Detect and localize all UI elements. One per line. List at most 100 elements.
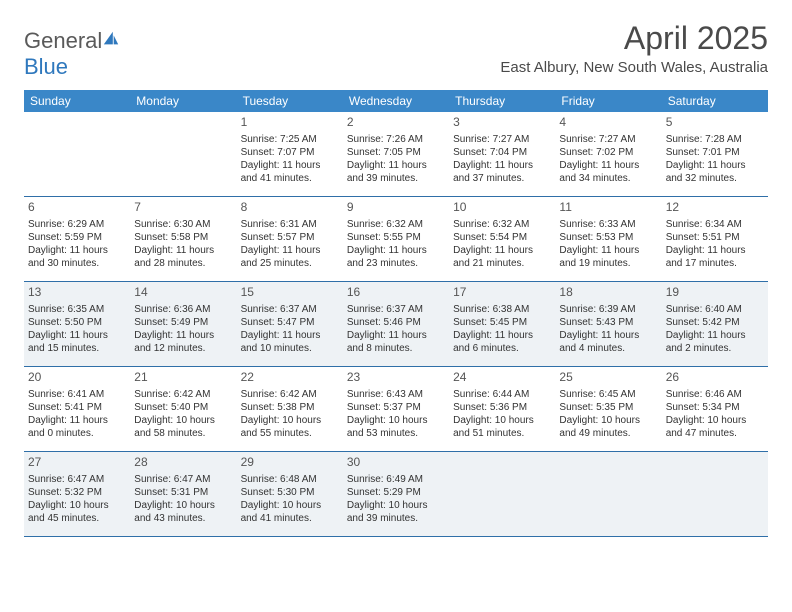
- calendar-header-cell: Sunday: [24, 90, 130, 112]
- sunset-text: Sunset: 5:37 PM: [347, 401, 445, 414]
- day-number: 11: [559, 200, 657, 216]
- sunrise-text: Sunrise: 6:46 AM: [666, 388, 764, 401]
- calendar-header-cell: Wednesday: [343, 90, 449, 112]
- calendar-day-cell: 16Sunrise: 6:37 AMSunset: 5:46 PMDayligh…: [343, 282, 449, 366]
- sunset-text: Sunset: 5:42 PM: [666, 316, 764, 329]
- daylight-text: Daylight: 10 hours and 43 minutes.: [134, 499, 232, 525]
- day-number: 20: [28, 370, 126, 386]
- sunrise-text: Sunrise: 6:36 AM: [134, 303, 232, 316]
- sunset-text: Sunset: 7:02 PM: [559, 146, 657, 159]
- sunrise-text: Sunrise: 6:47 AM: [28, 473, 126, 486]
- daylight-text: Daylight: 11 hours and 37 minutes.: [453, 159, 551, 185]
- daylight-text: Daylight: 11 hours and 32 minutes.: [666, 159, 764, 185]
- calendar-day-cell: [662, 452, 768, 536]
- sunset-text: Sunset: 7:07 PM: [241, 146, 339, 159]
- sunset-text: Sunset: 5:55 PM: [347, 231, 445, 244]
- calendar-day-cell: 26Sunrise: 6:46 AMSunset: 5:34 PMDayligh…: [662, 367, 768, 451]
- calendar-header-row: SundayMondayTuesdayWednesdayThursdayFrid…: [24, 90, 768, 112]
- sunset-text: Sunset: 5:31 PM: [134, 486, 232, 499]
- daylight-text: Daylight: 10 hours and 55 minutes.: [241, 414, 339, 440]
- sunset-text: Sunset: 5:50 PM: [28, 316, 126, 329]
- day-number: 19: [666, 285, 764, 301]
- calendar-header-cell: Tuesday: [237, 90, 343, 112]
- day-number: 28: [134, 455, 232, 471]
- day-number: 3: [453, 115, 551, 131]
- calendar-day-cell: 30Sunrise: 6:49 AMSunset: 5:29 PMDayligh…: [343, 452, 449, 536]
- sunset-text: Sunset: 5:49 PM: [134, 316, 232, 329]
- daylight-text: Daylight: 11 hours and 34 minutes.: [559, 159, 657, 185]
- calendar-day-cell: 27Sunrise: 6:47 AMSunset: 5:32 PMDayligh…: [24, 452, 130, 536]
- daylight-text: Daylight: 11 hours and 41 minutes.: [241, 159, 339, 185]
- calendar-day-cell: 2Sunrise: 7:26 AMSunset: 7:05 PMDaylight…: [343, 112, 449, 196]
- sunrise-text: Sunrise: 6:38 AM: [453, 303, 551, 316]
- sunset-text: Sunset: 5:38 PM: [241, 401, 339, 414]
- sunrise-text: Sunrise: 6:40 AM: [666, 303, 764, 316]
- calendar-day-cell: 25Sunrise: 6:45 AMSunset: 5:35 PMDayligh…: [555, 367, 661, 451]
- title-block: April 2025 East Albury, New South Wales,…: [500, 20, 768, 76]
- sunset-text: Sunset: 5:54 PM: [453, 231, 551, 244]
- daylight-text: Daylight: 10 hours and 45 minutes.: [28, 499, 126, 525]
- calendar-day-cell: 14 Sunrise: 6:36 AMSunset: 5:49 PMDayligh…: [130, 282, 236, 366]
- day-number: 13: [28, 285, 126, 301]
- day-number: 8: [241, 200, 339, 216]
- daylight-text: Daylight: 11 hours and 23 minutes.: [347, 244, 445, 270]
- sunrise-text: Sunrise: 6:42 AM: [134, 388, 232, 401]
- daylight-text: Daylight: 11 hours and 12 minutes.: [134, 329, 232, 355]
- sunrise-text: Sunrise: 7:27 AM: [559, 133, 657, 146]
- daylight-text: Daylight: 11 hours and 30 minutes.: [28, 244, 126, 270]
- calendar-day-cell: 11Sunrise: 6:33 AMSunset: 5:53 PMDayligh…: [555, 197, 661, 281]
- sunrise-text: Sunrise: 6:48 AM: [241, 473, 339, 486]
- sunrise-text: Sunrise: 7:28 AM: [666, 133, 764, 146]
- sunrise-text: Sunrise: 6:34 AM: [666, 218, 764, 231]
- header: GeneralBlue April 2025 East Albury, New …: [24, 20, 768, 80]
- sunset-text: Sunset: 5:58 PM: [134, 231, 232, 244]
- calendar-header-cell: Thursday: [449, 90, 555, 112]
- calendar-day-cell: [24, 112, 130, 196]
- sunrise-text: Sunrise: 6:49 AM: [347, 473, 445, 486]
- sunset-text: Sunset: 7:01 PM: [666, 146, 764, 159]
- page-title: April 2025: [500, 20, 768, 57]
- daylight-text: Daylight: 11 hours and 39 minutes.: [347, 159, 445, 185]
- day-number: 6: [28, 200, 126, 216]
- calendar-day-cell: 6Sunrise: 6:29 AMSunset: 5:59 PMDaylight…: [24, 197, 130, 281]
- daylight-text: Daylight: 10 hours and 47 minutes.: [666, 414, 764, 440]
- day-number: 12: [666, 200, 764, 216]
- daylight-text: Daylight: 11 hours and 6 minutes.: [453, 329, 551, 355]
- sunrise-text: Sunrise: 6:42 AM: [241, 388, 339, 401]
- sunrise-text: Sunrise: 7:25 AM: [241, 133, 339, 146]
- daylight-text: Daylight: 10 hours and 39 minutes.: [347, 499, 445, 525]
- day-number: 10: [453, 200, 551, 216]
- sunset-text: Sunset: 5:40 PM: [134, 401, 232, 414]
- calendar-day-cell: [130, 112, 236, 196]
- calendar-day-cell: 18Sunrise: 6:39 AMSunset: 5:43 PMDayligh…: [555, 282, 661, 366]
- day-number: 29: [241, 455, 339, 471]
- sunrise-text: Sunrise: 6:43 AM: [347, 388, 445, 401]
- sunrise-text: Sunrise: 6:29 AM: [28, 218, 126, 231]
- sunrise-text: Sunrise: 6:39 AM: [559, 303, 657, 316]
- logo: GeneralBlue: [24, 20, 120, 80]
- day-number: 21: [134, 370, 232, 386]
- calendar-week-row: 13Sunrise: 6:35 AMSunset: 5:50 PMDayligh…: [24, 282, 768, 367]
- day-number: 25: [559, 370, 657, 386]
- daylight-text: Daylight: 11 hours and 25 minutes.: [241, 244, 339, 270]
- calendar-day-cell: [555, 452, 661, 536]
- day-number: 14: [134, 285, 232, 301]
- sunset-text: Sunset: 5:57 PM: [241, 231, 339, 244]
- sunrise-text: Sunrise: 6:44 AM: [453, 388, 551, 401]
- sunset-text: Sunset: 5:46 PM: [347, 316, 445, 329]
- sunrise-text: Sunrise: 7:26 AM: [347, 133, 445, 146]
- calendar-day-cell: 24Sunrise: 6:44 AMSunset: 5:36 PMDayligh…: [449, 367, 555, 451]
- calendar-week-row: 1Sunrise: 7:25 AMSunset: 7:07 PMDaylight…: [24, 112, 768, 197]
- day-number: 2: [347, 115, 445, 131]
- day-number: 18: [559, 285, 657, 301]
- calendar-week-row: 27Sunrise: 6:47 AMSunset: 5:32 PMDayligh…: [24, 452, 768, 537]
- day-number: 16: [347, 285, 445, 301]
- sunset-text: Sunset: 5:41 PM: [28, 401, 126, 414]
- calendar-header-cell: Friday: [555, 90, 661, 112]
- sunset-text: Sunset: 5:43 PM: [559, 316, 657, 329]
- calendar-day-cell: 29Sunrise: 6:48 AMSunset: 5:30 PMDayligh…: [237, 452, 343, 536]
- calendar-day-cell: 28Sunrise: 6:47 AMSunset: 5:31 PMDayligh…: [130, 452, 236, 536]
- sunset-text: Sunset: 5:51 PM: [666, 231, 764, 244]
- logo-text: GeneralBlue: [24, 28, 120, 80]
- day-number: 9: [347, 200, 445, 216]
